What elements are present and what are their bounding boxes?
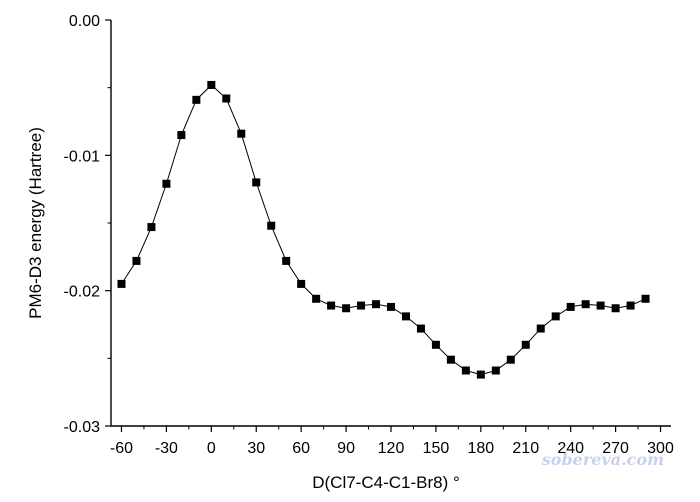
- data-point: [282, 256, 291, 265]
- series-line: [121, 84, 646, 376]
- data-point: [177, 131, 186, 140]
- data-point: [372, 300, 381, 309]
- y-axis-title: PM6-D3 energy (Hartree): [26, 127, 45, 319]
- data-point: [461, 366, 470, 375]
- data-point: [207, 80, 216, 89]
- data-point: [551, 312, 560, 321]
- x-tick-label: 270: [602, 440, 629, 457]
- x-tick-label: 30: [247, 440, 265, 457]
- y-tick-label: -0.01: [64, 148, 101, 165]
- data-point: [117, 279, 126, 288]
- plot-area: -60 -30 0 30 60 90 120 150 180 210 240 270 300 0.00 -…: [64, 13, 674, 457]
- data-point: [222, 94, 231, 103]
- data-point: [581, 300, 590, 309]
- y-tick-label: -0.03: [64, 419, 101, 436]
- data-point: [147, 223, 156, 232]
- x-tick-label: -60: [110, 440, 133, 457]
- data-point: [312, 294, 321, 303]
- data-point: [387, 302, 395, 311]
- watermark-text: sobereva.com: [541, 450, 664, 469]
- x-tick-label: 240: [557, 440, 584, 457]
- data-point: [297, 279, 306, 288]
- data-point: [132, 256, 141, 265]
- data-point: [641, 294, 650, 303]
- x-tick-label: 90: [337, 440, 355, 457]
- data-point: [521, 340, 530, 349]
- x-tick-label: 120: [378, 440, 405, 457]
- data-point: [192, 95, 201, 104]
- x-tick-label: 300: [647, 440, 674, 457]
- data-point: [401, 312, 410, 321]
- data-point: [327, 301, 336, 310]
- data-point: [626, 301, 635, 310]
- x-tick-label: 0: [207, 440, 216, 457]
- data-point: [252, 178, 261, 187]
- data-point: [506, 355, 515, 364]
- x-axis-title: D(Cl7-C4-C1-Br8) °: [312, 473, 460, 492]
- data-point: [566, 302, 575, 311]
- x-tick-label: 180: [467, 440, 494, 457]
- series-layer: [117, 80, 650, 379]
- data-point: [476, 370, 485, 379]
- y-axis-ticks: 0.00 -0.01 -0.02 -0.03: [64, 13, 111, 436]
- y-tick-label: -0.02: [64, 284, 101, 301]
- data-point: [357, 301, 366, 310]
- x-axis-ticks: -60 -30 0 30 60 90 120 150 180 210 240 270 300: [110, 426, 674, 457]
- x-tick-label: -30: [155, 440, 178, 457]
- data-point: [416, 324, 425, 333]
- data-point: [237, 129, 246, 138]
- x-tick-label: 210: [512, 440, 539, 457]
- data-point: [267, 221, 276, 230]
- y-tick-label: 0.00: [69, 13, 100, 30]
- data-point: [611, 304, 620, 313]
- data-point: [162, 179, 171, 188]
- data-point: [431, 340, 440, 349]
- data-point: [342, 304, 351, 313]
- x-tick-label: 60: [292, 440, 310, 457]
- data-point: [536, 324, 545, 333]
- data-point: [491, 366, 500, 375]
- axis-box: [110, 20, 671, 427]
- x-tick-label: 150: [423, 440, 450, 457]
- data-point: [446, 355, 455, 364]
- data-point: [596, 301, 605, 310]
